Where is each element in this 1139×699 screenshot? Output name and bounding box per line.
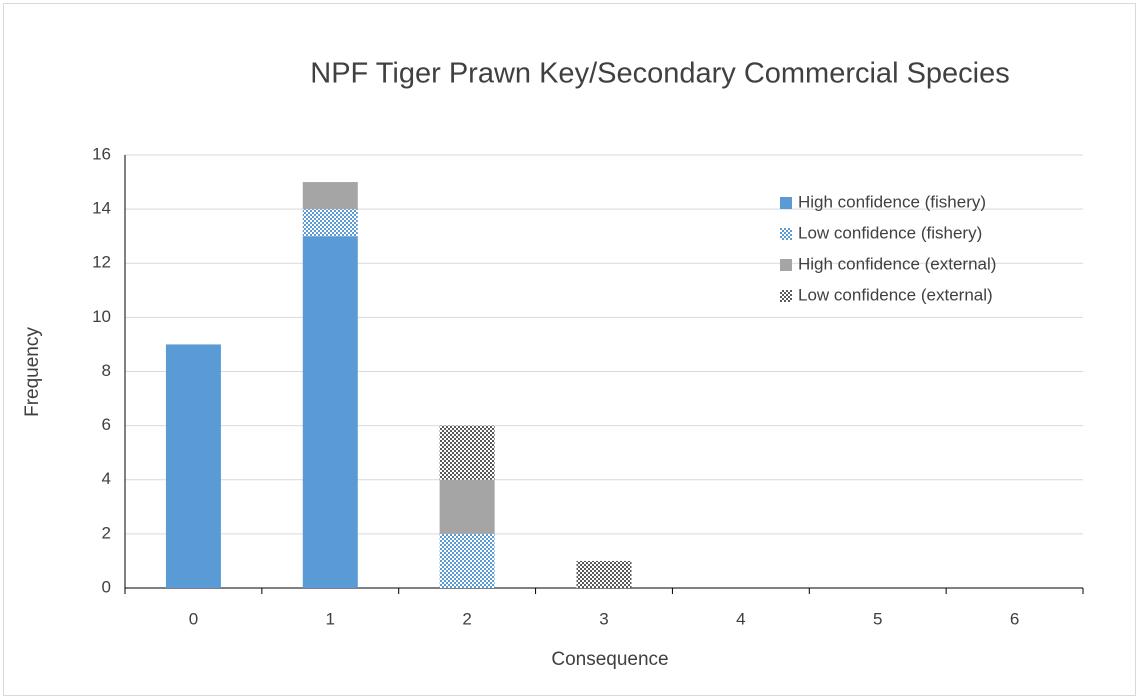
chart-title: NPF Tiger Prawn Key/Secondary Commercial… [310,58,1009,90]
y-tick-label: 12 [92,253,111,272]
x-tick-label: 4 [736,609,745,628]
x-tick-label: 3 [599,609,608,628]
y-tick-label: 2 [102,523,111,542]
legend-label: Low confidence (external) [798,285,993,304]
legend-label: High confidence (external) [798,254,996,273]
bar-segment [439,425,495,480]
bar-segment [439,533,495,588]
legend-swatch [780,228,792,240]
x-tick-label: 2 [462,609,471,628]
legend-label: Low confidence (fishery) [798,223,982,242]
y-tick-label: 4 [102,469,111,488]
bar-segment [439,479,495,534]
y-tick-label: 8 [102,361,111,380]
y-tick-label: 14 [92,199,111,218]
y-tick-label: 10 [92,307,111,326]
y-tick-label: 6 [102,415,111,434]
x-tick-label: 1 [326,609,335,628]
legend-swatch [780,290,792,302]
bar-segment [302,236,358,588]
bar-segment [302,209,358,237]
x-axis-label: Consequence [551,649,668,670]
legend-label: High confidence (fishery) [798,192,986,211]
x-tick-label: 6 [1010,609,1019,628]
x-tick-label: 5 [873,609,882,628]
bar-segment [165,344,221,588]
legend-swatch [780,259,792,271]
y-tick-label: 0 [102,577,111,596]
y-axis-label: Frequency [22,327,43,417]
x-tick-label: 0 [189,609,198,628]
bar-segment [302,182,358,210]
bar-segment [576,560,632,588]
y-tick-label: 16 [92,144,111,163]
legend-swatch [780,197,792,209]
